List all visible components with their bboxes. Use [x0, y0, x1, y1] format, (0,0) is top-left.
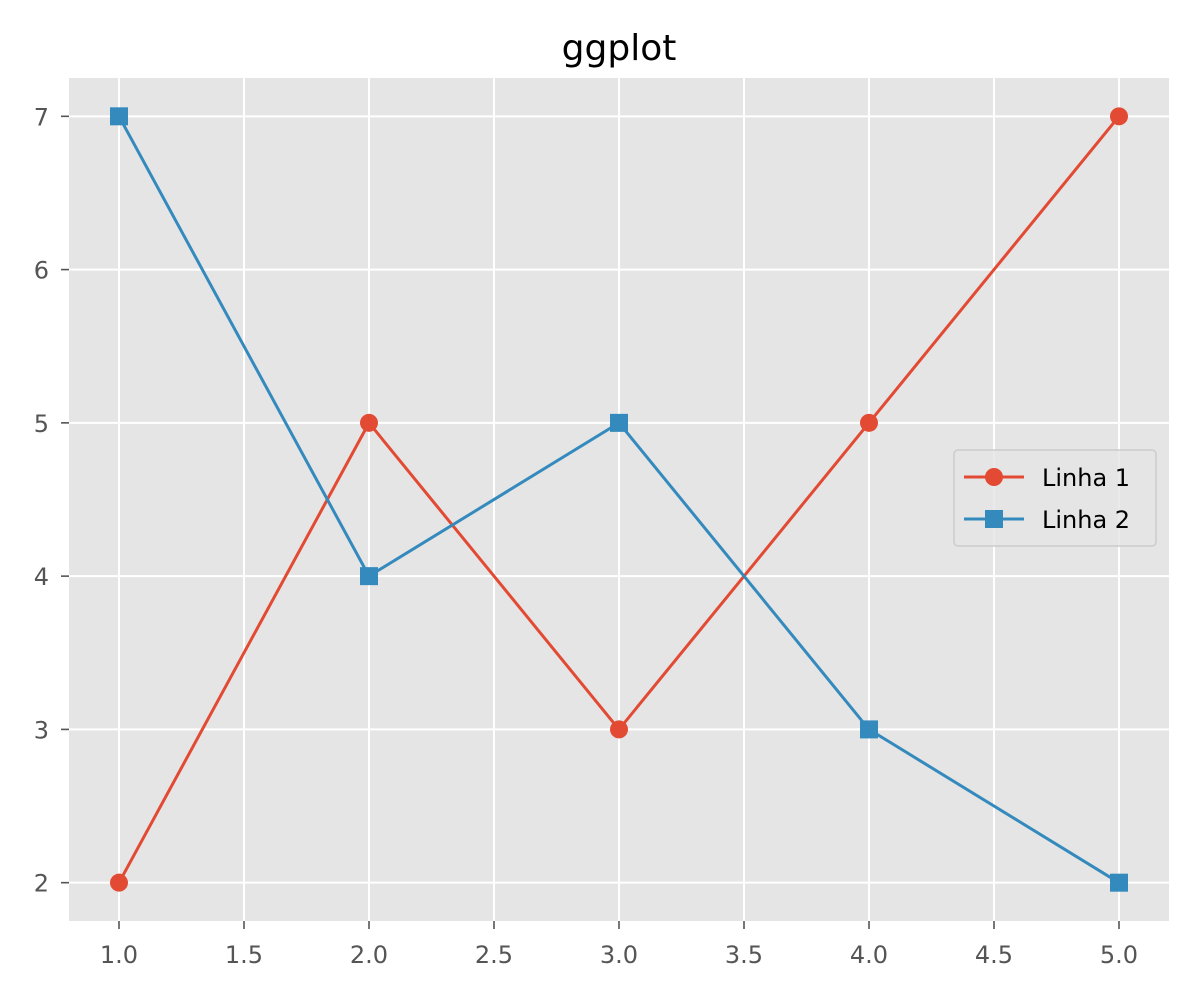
x-tick-label: 3.0: [600, 941, 638, 969]
y-tick-label: 2: [34, 870, 49, 898]
data-point: [610, 413, 628, 432]
legend-marker: [985, 468, 1003, 486]
data-point: [1110, 873, 1128, 892]
y-tick-label: 4: [34, 563, 49, 591]
legend-item: Linha 2: [964, 506, 1130, 534]
y-tick-label: 5: [34, 410, 49, 438]
axis-ticks: 1.0 1.5 2.0 2.5 3.0 3.5 4.0 4.5 5.0 2 3 4 5 6 7: [34, 103, 1138, 969]
data-point: [860, 720, 878, 739]
y-tick-label: 6: [34, 257, 49, 285]
y-tick-label: 3: [34, 716, 49, 744]
x-tick-label: 1.5: [225, 941, 263, 969]
series-1: [110, 107, 1128, 892]
legend: Linha 1 Linha 2: [953, 449, 1157, 547]
data-point: [360, 413, 378, 432]
legend-box: [953, 449, 1157, 547]
data-point: [860, 413, 878, 432]
x-tick-label: 1.0: [100, 941, 138, 969]
x-tick-label: 4.0: [850, 941, 888, 969]
x-tick-label: 3.5: [725, 941, 763, 969]
data-point: [360, 567, 378, 586]
data-point: [110, 873, 128, 892]
series-2: [110, 107, 1128, 892]
legend-marker: [985, 510, 1003, 528]
series-layer: [110, 107, 1128, 892]
legend-label: Linha 1: [1042, 464, 1130, 492]
legend-label: Linha 2: [1042, 506, 1130, 534]
y-tick-label: 7: [34, 103, 49, 131]
x-tick-label: 5.0: [1100, 941, 1138, 969]
data-point: [110, 107, 128, 126]
data-point: [1110, 107, 1128, 126]
chart-title: ggplot: [562, 28, 677, 69]
x-tick-label: 2.0: [350, 941, 388, 969]
data-point: [610, 720, 628, 739]
x-tick-label: 2.5: [475, 941, 513, 969]
x-tick-label: 4.5: [975, 941, 1013, 969]
legend-item: Linha 1: [964, 464, 1130, 492]
